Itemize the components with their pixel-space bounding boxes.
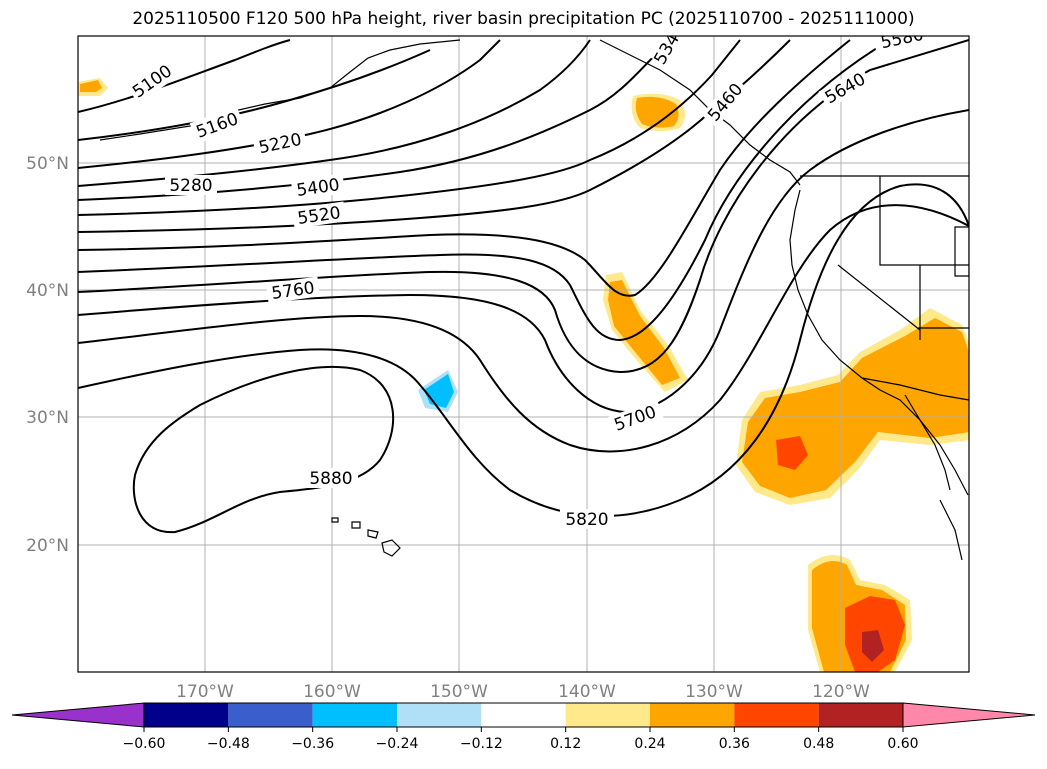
colorbar-segment	[481, 703, 566, 727]
lat-label-50n: 50°N	[26, 154, 69, 174]
precip-area-dateline-core	[80, 80, 102, 92]
colorbar-segment	[144, 703, 229, 727]
map-frame	[77, 35, 970, 673]
coastline-west-coast	[789, 189, 969, 496]
colorbar-extend-low	[11, 702, 145, 728]
contour-5160	[78, 49, 431, 141]
contour-label-bg	[126, 36, 932, 529]
contour-5700	[78, 109, 969, 414]
lon-label-140w: 140°W	[558, 682, 616, 702]
colorbar-segment	[818, 703, 903, 727]
lon-label-130w: 130°W	[685, 682, 743, 702]
contour-label-5880: 5880	[309, 469, 352, 489]
lat-label-30n: 30°N	[26, 408, 69, 428]
contour-5580	[78, 39, 891, 342]
contour-5340	[78, 49, 661, 201]
colorbar-tick-label: −0.60	[123, 736, 166, 752]
lon-label-160w: 160°W	[303, 682, 361, 702]
colorbar-tick-label: 0.24	[634, 736, 665, 752]
precip-area-offshore-band-core	[608, 280, 680, 385]
colorbar-extend-high	[902, 702, 1036, 728]
lon-label-120w: 120°W	[812, 682, 870, 702]
contour-5880	[132, 365, 395, 534]
contour-label-5820: 5820	[565, 510, 608, 530]
coastline-baja	[904, 394, 951, 491]
colorbar-tick-label: −0.48	[207, 736, 250, 752]
colorbar-segment	[650, 703, 735, 727]
lat-label-20n: 20°N	[26, 536, 69, 556]
contour-5400	[78, 39, 741, 216]
contour-5220	[78, 39, 501, 169]
precip-area-gulf-alaska-core	[635, 96, 679, 128]
colorbar-segment	[565, 703, 650, 727]
coastline-mexico-west	[939, 499, 963, 561]
lat-axis: 50°N 40°N 30°N 20°N	[26, 154, 69, 556]
height-contours	[78, 39, 969, 534]
colorbar-tick-label: 0.36	[719, 736, 750, 752]
contour-5100	[78, 39, 291, 113]
colorbar-segment	[734, 703, 819, 727]
island-maui	[367, 529, 379, 539]
chart-title: 2025110500 F120 500 hPa height, river ba…	[132, 9, 915, 29]
colorbar-tick-label: −0.36	[291, 736, 334, 752]
colorbar-tick-label: −0.24	[376, 736, 419, 752]
colorbar-tick-label: 0.12	[550, 736, 581, 752]
lon-axis: 170°W 160°W 150°W 140°W 130°W 120°W	[176, 682, 870, 702]
contour-5760	[78, 204, 969, 453]
colorbar-segment	[312, 703, 397, 727]
contour-5520	[78, 39, 851, 297]
colorbar-segment	[397, 703, 482, 727]
colorbar-outline	[143, 702, 904, 728]
lon-label-170w: 170°W	[176, 682, 234, 702]
island-kauai	[331, 517, 339, 523]
border-us-mexico	[861, 377, 969, 401]
colorbar-segment	[228, 703, 313, 727]
colorbar-tick-label: 0.60	[887, 736, 918, 752]
lon-label-150w: 150°W	[430, 682, 488, 702]
precip-shading	[78, 78, 969, 672]
map-panel: 5100 5160 5220 5280 5400 5520 5760 5880 …	[78, 36, 969, 672]
island-oahu	[351, 521, 361, 529]
precip-area-california-max	[776, 436, 808, 470]
contour-5640	[78, 39, 969, 374]
contour-label-5280: 5280	[169, 176, 212, 196]
colorbar-tick-label: −0.12	[460, 736, 503, 752]
border-state-lines	[837, 176, 969, 340]
island-hawaii	[381, 539, 401, 557]
islands	[331, 517, 401, 557]
lat-label-40n: 40°N	[26, 281, 69, 301]
colorbar: −0.60 −0.48 −0.36 −0.24 −0.12 0.12 0.24 0.36 0.4…	[11, 702, 1036, 752]
precip-area-mexico-max	[862, 630, 884, 662]
colorbar-tick-label: 0.48	[803, 736, 834, 752]
